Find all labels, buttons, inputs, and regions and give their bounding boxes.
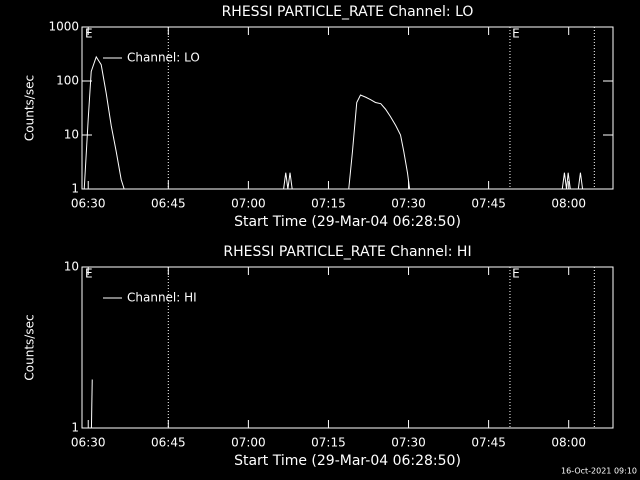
- y-tick-label: 1: [71, 421, 79, 435]
- annotation: E: [85, 27, 93, 41]
- annotation: E: [512, 27, 520, 41]
- y-axis-label: Counts/sec: [23, 314, 37, 380]
- footer: 16-Oct-2021 09:10: [561, 467, 637, 476]
- data-line: [83, 55, 584, 190]
- x-tick-label: 07:00: [231, 436, 266, 450]
- x-tick-label: 07:15: [311, 436, 346, 450]
- x-tick-label: 07:45: [471, 197, 506, 211]
- chart-title: RHESSI PARTICLE_RATE Channel: HI: [223, 244, 471, 260]
- y-tick-label: 10: [64, 128, 79, 142]
- y-tick-label: 100: [56, 74, 79, 88]
- y-tick-label: 1: [71, 182, 79, 196]
- x-tick-label: 07:30: [391, 197, 426, 211]
- annotation: E: [85, 267, 93, 281]
- x-tick-label: 08:00: [551, 197, 586, 211]
- x-tick-label: 07:15: [311, 197, 346, 211]
- y-tick-label: 10: [64, 260, 79, 274]
- annotation: E: [512, 267, 520, 281]
- y-axis-label: Counts/sec: [23, 75, 37, 141]
- plot-frame: [81, 26, 614, 190]
- x-tick-label: 08:00: [551, 436, 586, 450]
- y-tick-label: 1000: [48, 20, 79, 34]
- x-axis-label: Start Time (29-Mar-04 06:28:50): [234, 453, 461, 469]
- x-tick-label: 07:00: [231, 197, 266, 211]
- chart-title: RHESSI PARTICLE_RATE Channel: LO: [222, 4, 474, 20]
- legend-label: Channel: HI: [127, 291, 197, 305]
- x-tick-label: 06:45: [151, 436, 186, 450]
- x-tick-label: 06:30: [71, 436, 106, 450]
- x-axis-label: Start Time (29-Mar-04 06:28:50): [234, 214, 461, 230]
- plot-frame: [81, 266, 614, 429]
- data-line: [90, 379, 93, 429]
- x-tick-label: 07:30: [391, 436, 426, 450]
- x-tick-label: 06:45: [151, 197, 186, 211]
- x-tick-label: 07:45: [471, 436, 506, 450]
- x-tick-label: 06:30: [71, 197, 106, 211]
- legend-label: Channel: LO: [127, 51, 200, 65]
